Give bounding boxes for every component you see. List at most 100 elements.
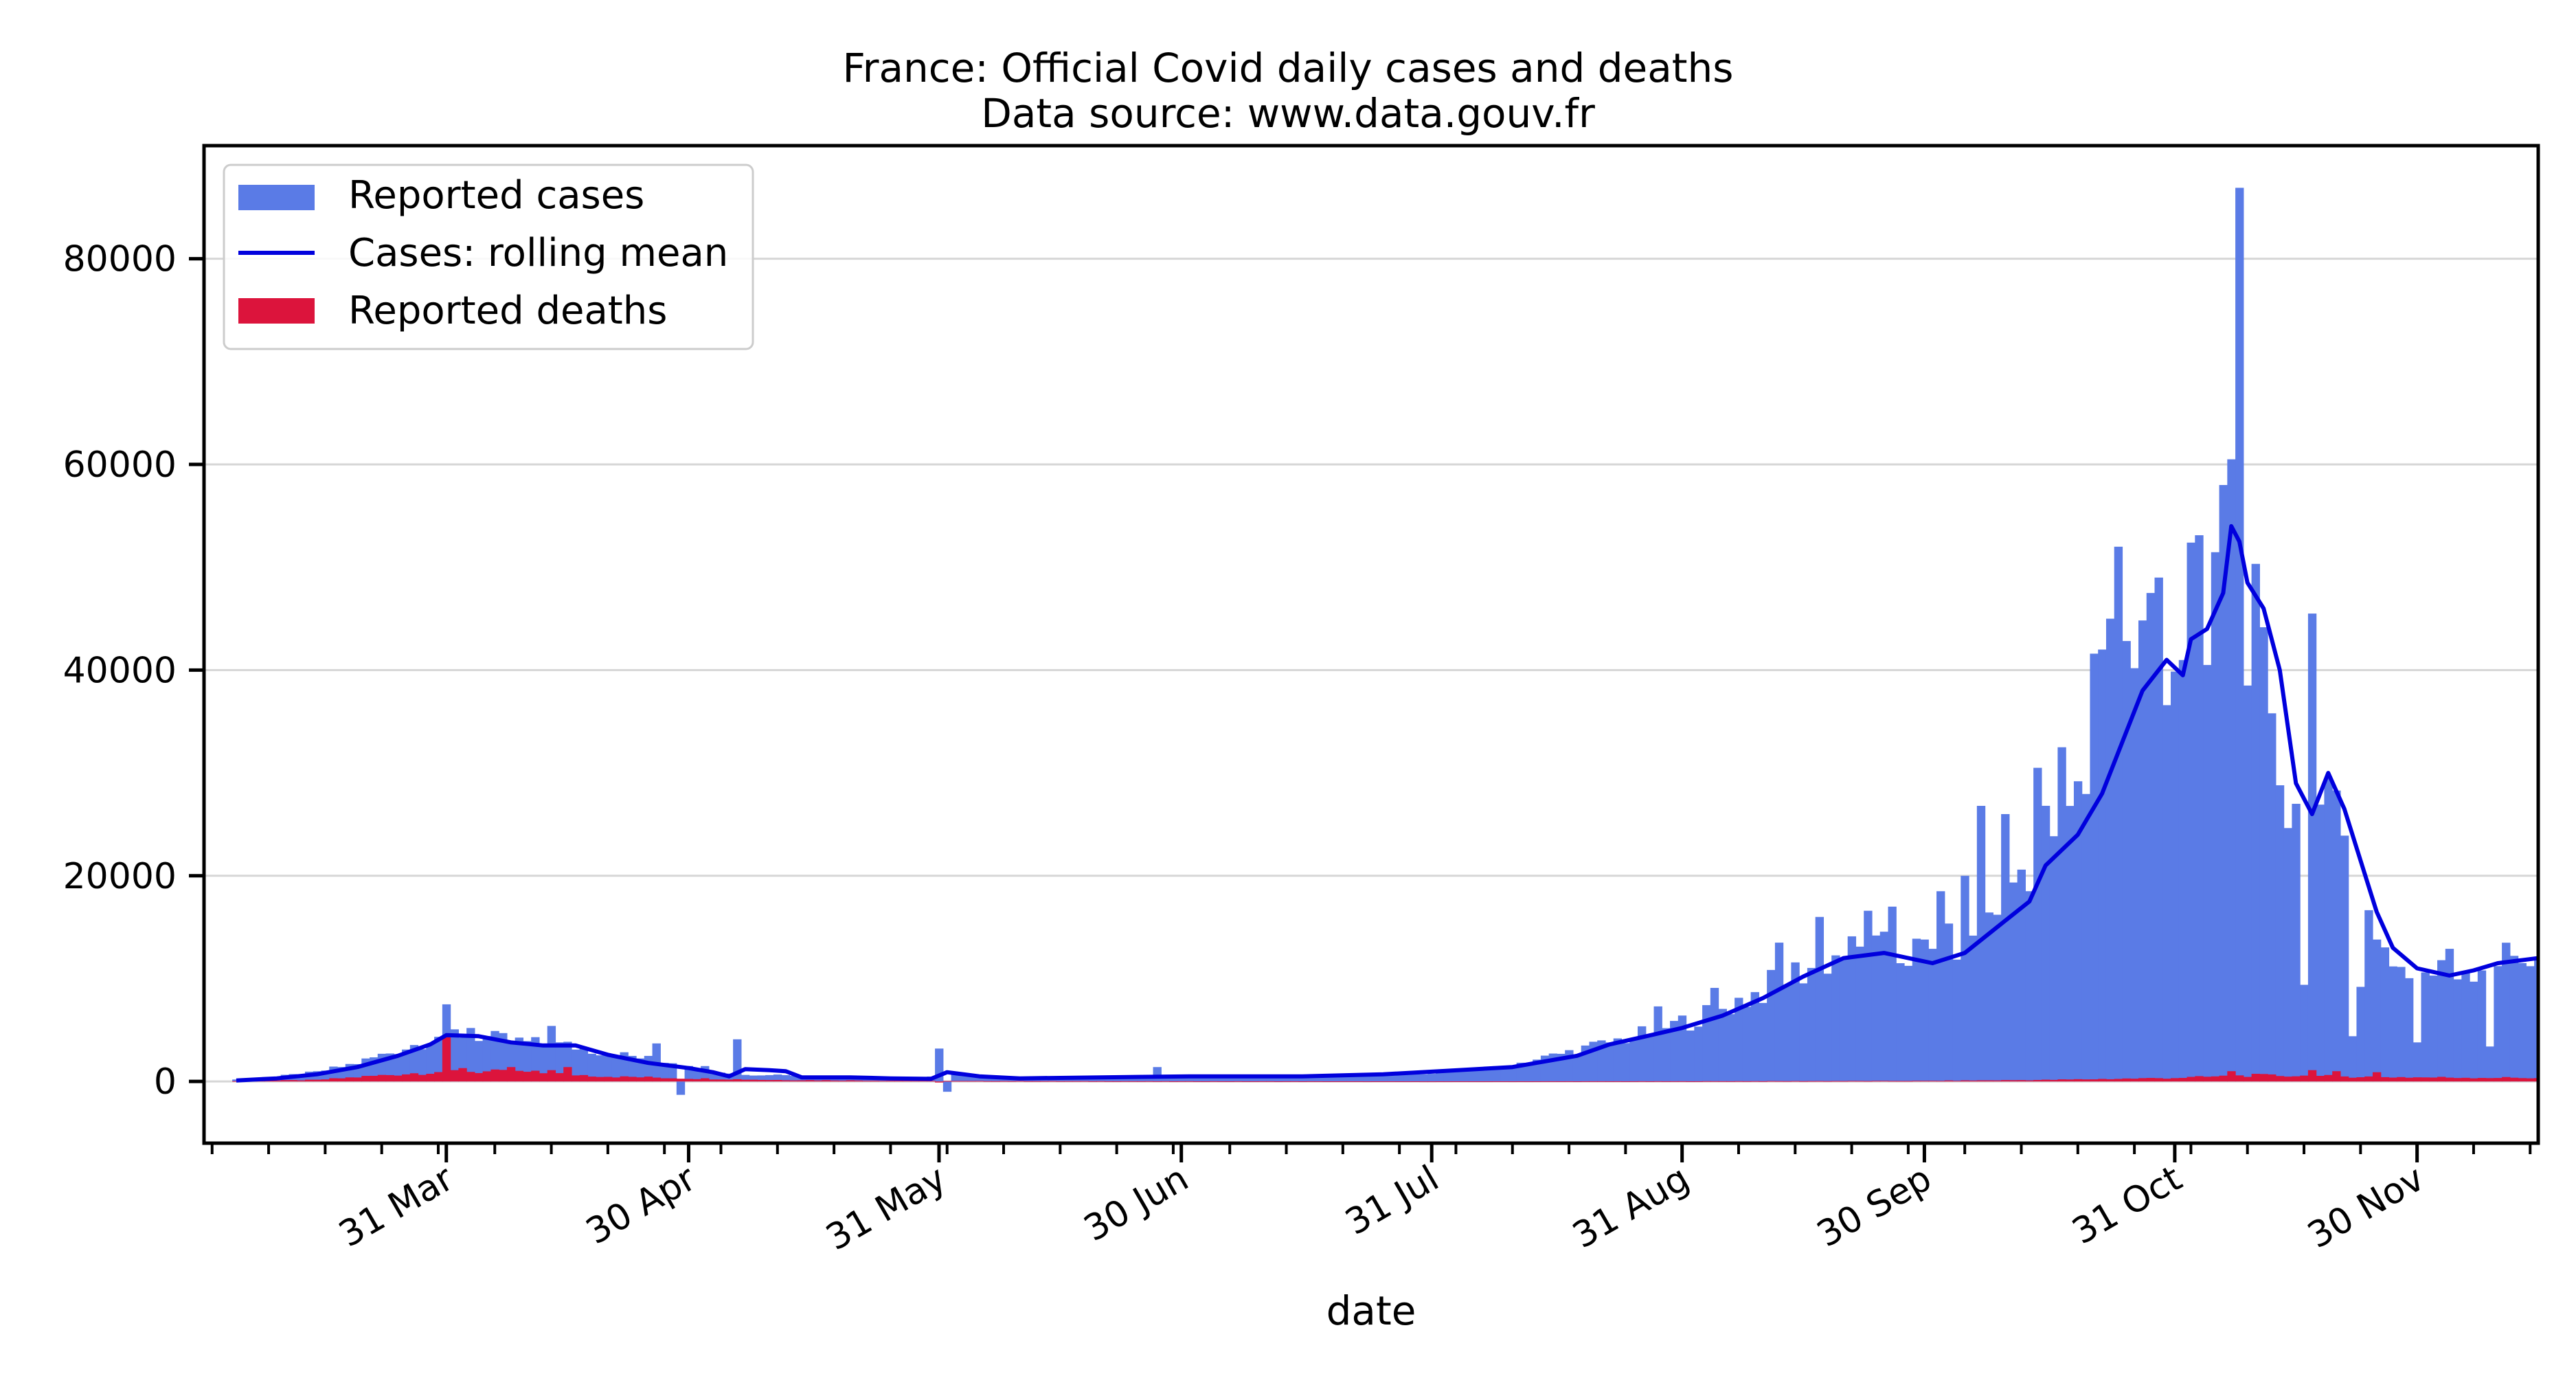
death-bar (304, 1079, 314, 1082)
case-bar (604, 1055, 613, 1082)
death-bar (1540, 1081, 1550, 1082)
case-bar (611, 1057, 621, 1082)
case-bar (1928, 949, 1937, 1082)
death-bar (644, 1077, 653, 1082)
death-bar (1451, 1081, 1460, 1082)
case-bar (1807, 967, 1816, 1082)
death-bar (1605, 1081, 1614, 1082)
case-bar (2470, 981, 2478, 1082)
case-bar (1403, 1073, 1412, 1082)
x-axis: 31 Mar 30 Apr 31 May 30 Jun 31 Jul 31 Aug 30 S… (210, 1143, 2532, 1259)
death-bar (725, 1079, 734, 1082)
death-bar (1629, 1081, 1638, 1082)
death-bar (2049, 1079, 2059, 1082)
death-bar (1209, 1081, 1219, 1082)
case-bar (1153, 1067, 1162, 1082)
case-bar (2171, 671, 2180, 1082)
case-bar (1306, 1075, 1315, 1082)
case-bar (2340, 835, 2349, 1082)
case-bar (2397, 967, 2406, 1082)
case-bar (2033, 767, 2042, 1082)
legend-box (223, 164, 754, 350)
death-bar (1032, 1081, 1041, 1082)
case-bar (2098, 649, 2107, 1082)
death-bar (1621, 1081, 1630, 1082)
death-bar (2251, 1074, 2260, 1082)
death-bar (1024, 1081, 1032, 1082)
case-bar (2429, 976, 2438, 1082)
death-bar (1993, 1080, 2002, 1082)
death-bar (1096, 1081, 1105, 1082)
case-bar (555, 1042, 564, 1082)
death-bar (1638, 1081, 1647, 1082)
death-bar (1153, 1081, 1162, 1082)
case-bar (1710, 987, 1719, 1082)
death-bar (1864, 1081, 1873, 1082)
death-bar (418, 1074, 427, 1082)
case-bar (1225, 1077, 1234, 1082)
death-bar (1443, 1081, 1453, 1083)
case-bar (1193, 1077, 1202, 1082)
death-bar (547, 1070, 556, 1082)
death-bar (1193, 1081, 1202, 1082)
death-bar (1338, 1081, 1348, 1082)
case-bar (2485, 1046, 2494, 1082)
death-bar (1274, 1081, 1283, 1083)
case-bar (1258, 1075, 1267, 1082)
death-bar (280, 1080, 290, 1082)
death-bar (490, 1069, 499, 1082)
case-bar (1702, 1005, 1711, 1082)
case-bar (741, 1074, 750, 1082)
death-bar (2275, 1076, 2285, 1082)
death-bar (2388, 1077, 2397, 1082)
case-bar (1799, 983, 1808, 1082)
case-bar (1185, 1076, 1194, 1082)
death-bar (1815, 1081, 1824, 1082)
death-bar (1976, 1080, 1986, 1082)
case-bar (1177, 1076, 1186, 1082)
case-bar (2509, 956, 2519, 1082)
case-bar (1629, 1037, 1638, 1082)
case-bar (1879, 932, 1889, 1082)
death-bar (1225, 1081, 1234, 1082)
case-bar (1815, 916, 1824, 1082)
death-bar (2203, 1077, 2212, 1082)
death-bar (1201, 1081, 1210, 1082)
case-bar (2178, 660, 2188, 1082)
death-bar (1524, 1081, 1533, 1083)
case-bar (983, 1077, 992, 1082)
case-bar (660, 1063, 669, 1082)
y-tick-label: 40000 (63, 650, 177, 691)
death-bar (458, 1068, 467, 1082)
death-bar (1056, 1081, 1065, 1082)
case-bar (1427, 1074, 1436, 1082)
x-axis-label: date (1326, 1287, 1416, 1334)
death-bar (2025, 1080, 2034, 1082)
death-bar (983, 1081, 992, 1082)
case-bar (297, 1074, 306, 1082)
case-bar (2009, 882, 2018, 1082)
death-bar (1500, 1081, 1509, 1082)
case-bar (2122, 641, 2131, 1082)
death-bar (2178, 1078, 2188, 1082)
case-bar (2494, 966, 2502, 1082)
death-bar (450, 1070, 459, 1082)
case-bar (1241, 1077, 1251, 1082)
death-bar (1597, 1081, 1606, 1082)
death-bar (1258, 1081, 1267, 1082)
case-bar (1855, 946, 1864, 1082)
death-bar (289, 1080, 297, 1082)
case-bar (765, 1074, 774, 1082)
case-bar (1645, 1035, 1655, 1082)
case-bar (1161, 1076, 1170, 1082)
death-bar (2470, 1078, 2478, 1082)
case-bar (482, 1036, 492, 1082)
case-bar (1290, 1075, 1299, 1082)
case-bar (1670, 1021, 1679, 1082)
case-bar (1864, 910, 1873, 1082)
case-bar (2413, 1042, 2422, 1082)
case-bar (1088, 1077, 1097, 1082)
death-bar (1735, 1081, 1743, 1082)
death-bar (701, 1078, 710, 1082)
death-bar (2187, 1077, 2195, 1082)
